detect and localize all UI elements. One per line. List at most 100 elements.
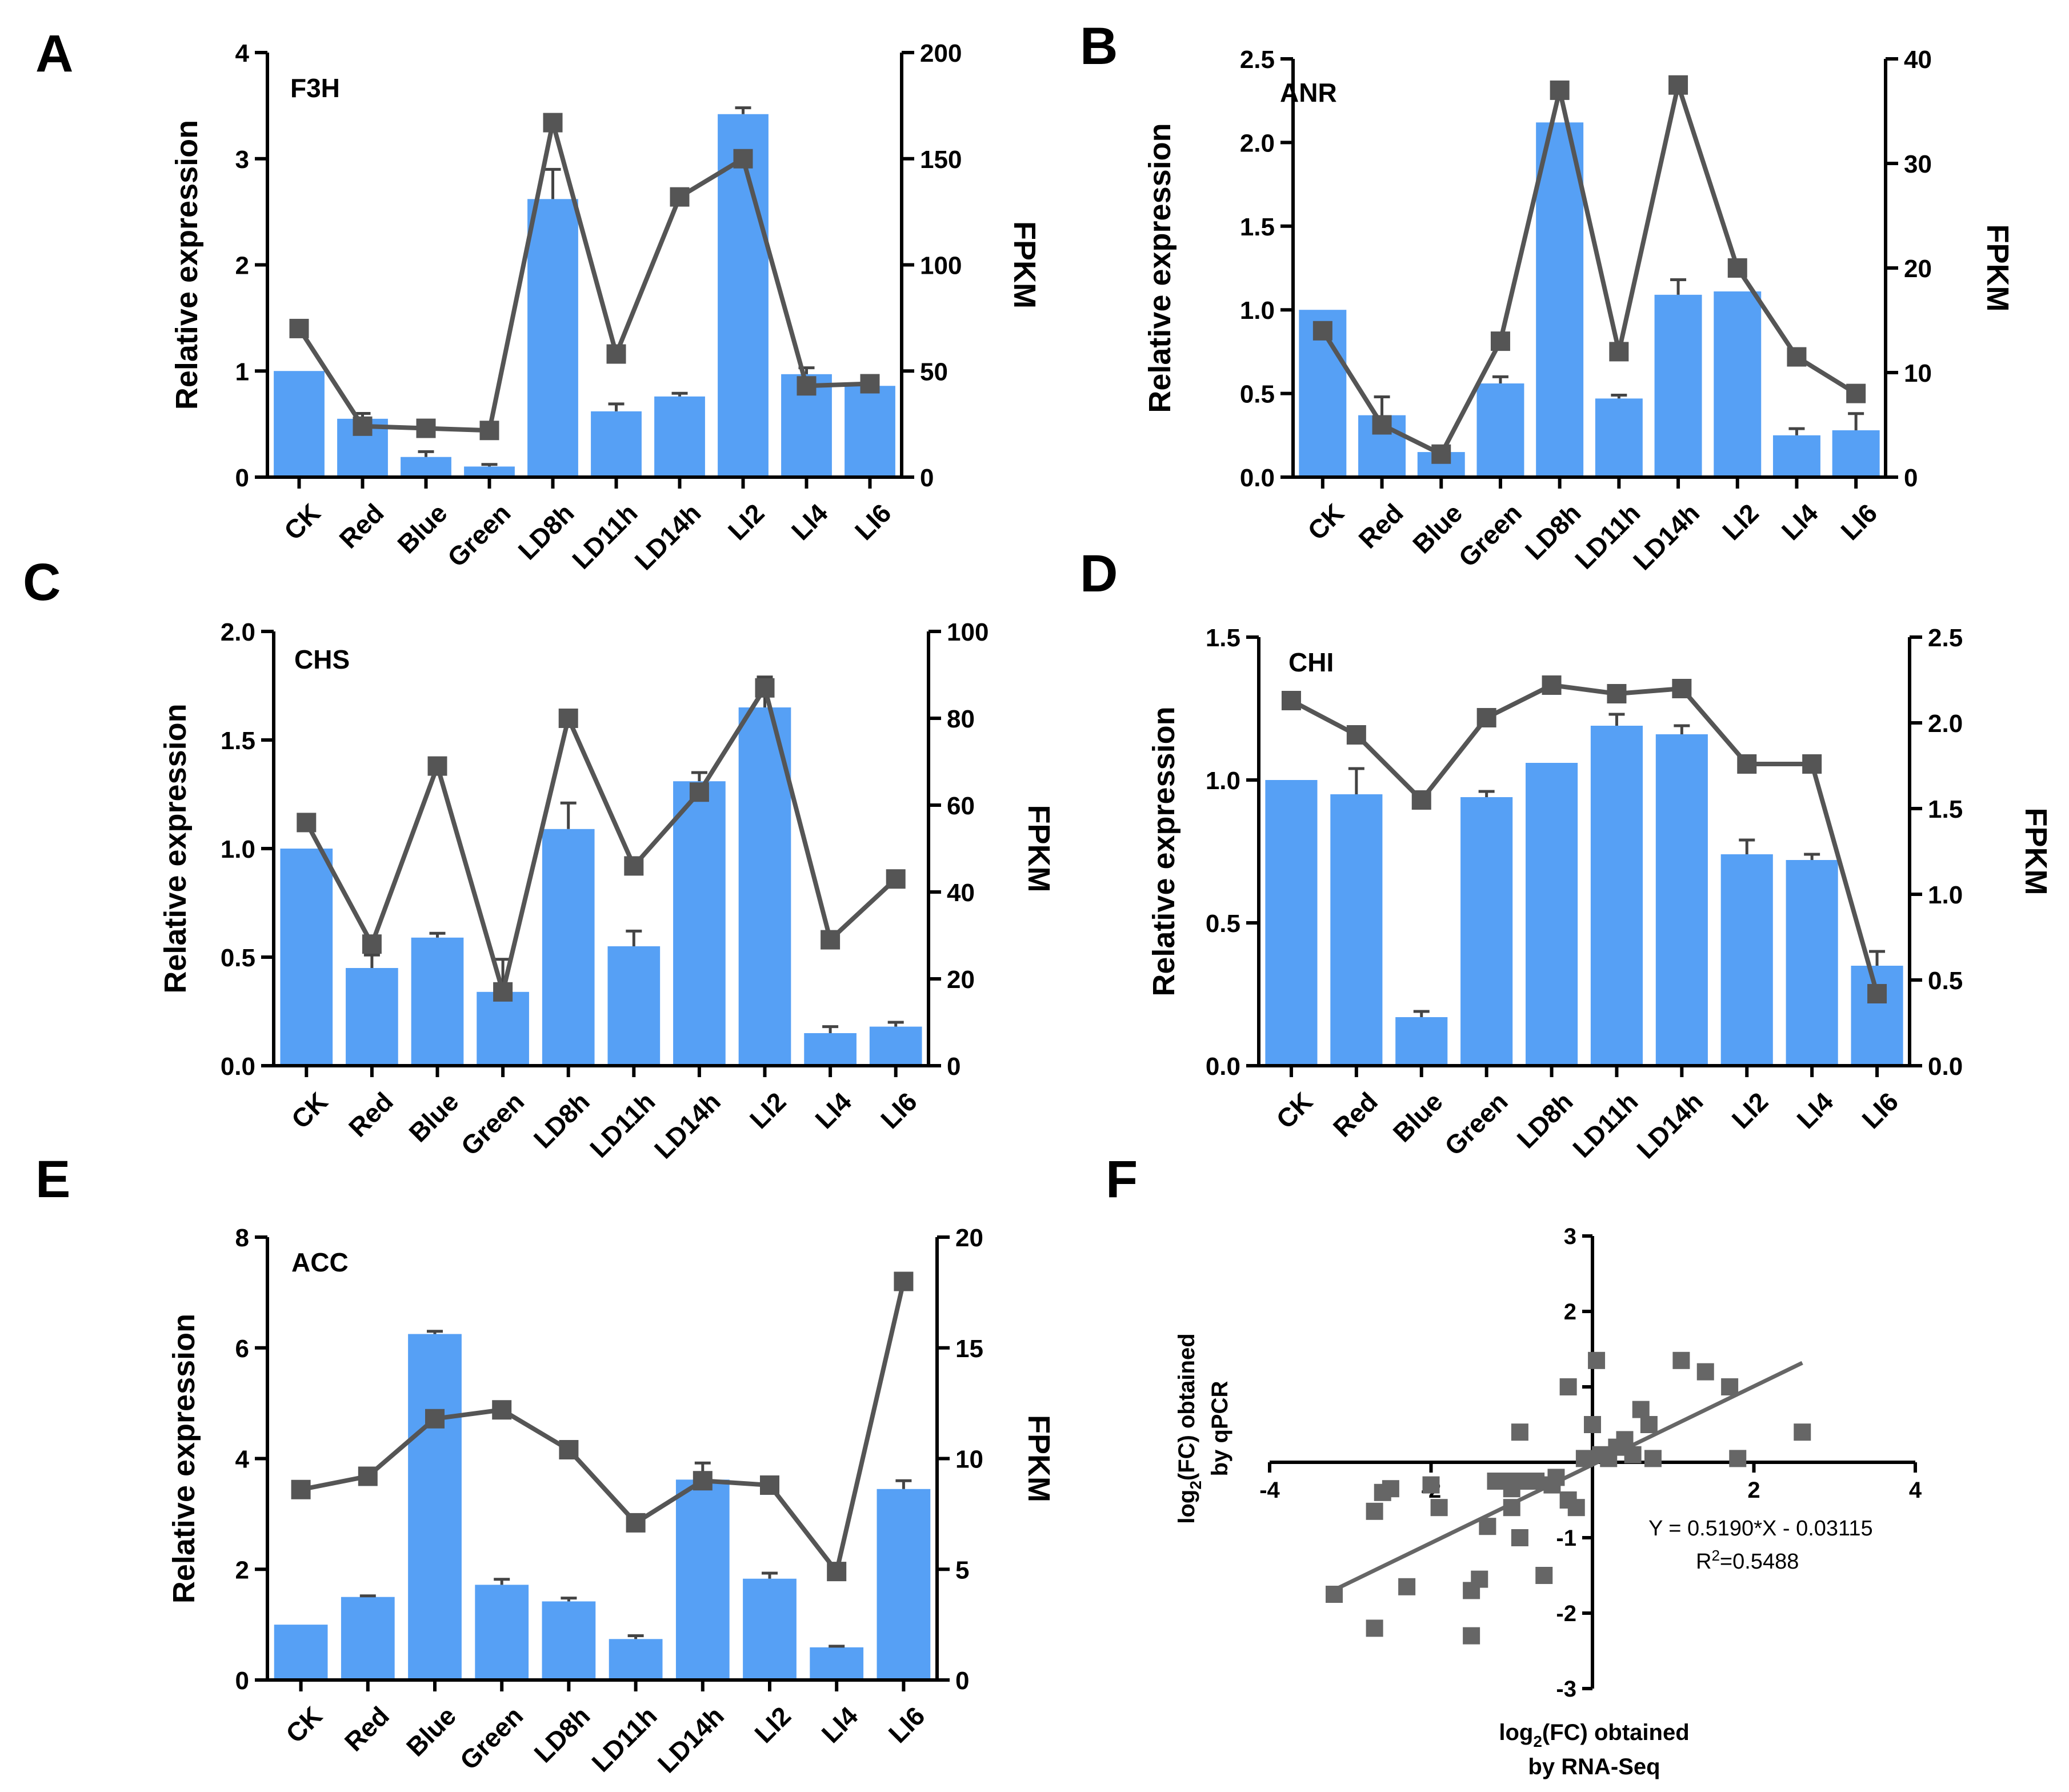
- scatter-point: [1422, 1476, 1440, 1494]
- bar: [1460, 797, 1513, 1066]
- fpkm-marker: [1787, 347, 1807, 367]
- bar: [675, 1479, 730, 1680]
- bar: [542, 1601, 596, 1680]
- right-tick-label: 2.0: [1928, 710, 1963, 738]
- fpkm-marker: [1346, 725, 1366, 745]
- scatter-point: [1366, 1619, 1383, 1637]
- bar: [1720, 854, 1773, 1066]
- fpkm-marker: [289, 318, 309, 338]
- right-tick-label: 50: [920, 358, 948, 386]
- scatter-point: [1535, 1567, 1553, 1584]
- fpkm-marker: [693, 1471, 713, 1491]
- bar: [475, 1585, 529, 1680]
- fpkm-line: [1290, 683, 1879, 995]
- right-tick-label: 0.0: [1928, 1053, 1963, 1081]
- f-y-tick-label: -1: [1556, 1526, 1576, 1551]
- r-squared-superscript: 2: [1711, 1547, 1719, 1564]
- fpkm-marker: [670, 187, 690, 207]
- y-axis-label: Relative expression: [170, 120, 204, 410]
- scatter-point: [1511, 1529, 1528, 1546]
- left-tick-label: 4: [235, 1446, 250, 1474]
- bar: [477, 991, 529, 1066]
- fpkm-marker: [1668, 75, 1688, 95]
- left-tick-label: 2: [235, 1556, 249, 1584]
- fpkm-marker: [606, 344, 626, 364]
- right-tick-label: 0.5: [1928, 967, 1963, 995]
- f-y-tick-label: -2: [1556, 1601, 1576, 1626]
- bar: [738, 707, 791, 1066]
- fpkm-line: [297, 120, 870, 433]
- bar: [810, 1647, 864, 1680]
- left-tick-label: 2.5: [1240, 46, 1275, 74]
- scatter-point: [1721, 1378, 1739, 1395]
- scatter-point: [1463, 1627, 1480, 1645]
- right-tick-label: 0: [1904, 464, 1918, 492]
- left-tick-label: 8: [235, 1224, 249, 1252]
- left-tick-label: 0: [235, 464, 249, 492]
- left-tick-label: 0: [235, 1667, 249, 1695]
- f-x-axis-label: log2(FC) obtained: [1499, 1720, 1689, 1750]
- fpkm-marker: [755, 678, 775, 698]
- fpkm-marker: [427, 756, 447, 776]
- fpkm-marker: [624, 856, 644, 876]
- fpkm-line: [300, 1281, 906, 1574]
- left-tick-label: 1.5: [1240, 213, 1275, 241]
- right-tick-label: 15: [955, 1335, 983, 1363]
- scatter-point: [1326, 1586, 1343, 1603]
- right-tick-label: 40: [1904, 46, 1932, 74]
- fpkm-marker: [689, 782, 709, 802]
- regression-line: [1333, 1361, 1803, 1592]
- left-tick-label: 0.0: [1206, 1053, 1240, 1081]
- bar: [804, 1033, 857, 1066]
- right-tick-label: 0: [955, 1667, 969, 1695]
- scatter-point: [1398, 1578, 1416, 1595]
- bar: [527, 199, 578, 477]
- fpkm-marker: [1490, 331, 1510, 351]
- right-tick-label: 20: [955, 1224, 983, 1252]
- bar: [1536, 122, 1584, 478]
- bar: [408, 1334, 462, 1680]
- right-tick-label: 1.5: [1928, 795, 1963, 823]
- left-tick-label: 2.0: [221, 618, 255, 646]
- scatter-point: [1624, 1446, 1642, 1463]
- f-y-axis-label-line2: by qPCR: [1207, 1381, 1232, 1477]
- f-y-axis-label: log2(FC) obtained: [1174, 1333, 1204, 1523]
- bar: [591, 411, 642, 477]
- bar: [1654, 294, 1702, 477]
- f-x-tick-label: 4: [1909, 1478, 1922, 1503]
- gene-title: ACC: [291, 1247, 349, 1277]
- scatter-point: [1527, 1473, 1545, 1490]
- panel-letter-d: D: [1080, 545, 1118, 603]
- scatter-point: [1632, 1401, 1650, 1418]
- scatter-point: [1794, 1423, 1811, 1441]
- gene-title: CHS: [294, 645, 350, 674]
- bar: [609, 1639, 663, 1680]
- fpkm-marker: [1727, 258, 1747, 278]
- f-y-label-rest: (FC) obtained: [1174, 1333, 1199, 1481]
- fpkm-marker: [297, 813, 317, 833]
- right-tick-label: 20: [947, 966, 975, 994]
- right-tick-label: 100: [920, 252, 962, 280]
- right-tick-label: 10: [955, 1446, 983, 1474]
- scatter-point: [1471, 1570, 1488, 1588]
- scatter-point: [1575, 1450, 1593, 1467]
- bar: [1395, 1017, 1448, 1066]
- panel-letter-f: F: [1106, 1150, 1138, 1209]
- fpkm-marker: [559, 1440, 579, 1459]
- f-x-tick-label: 2: [1747, 1478, 1760, 1503]
- right-tick-label: 30: [1904, 150, 1932, 178]
- bar: [274, 1625, 328, 1680]
- bar: [1655, 734, 1708, 1066]
- left-tick-label: 0.0: [1240, 464, 1275, 492]
- y-axis-label: Relative expression: [1143, 123, 1177, 413]
- f-x-label-subscript: 2: [1533, 1733, 1542, 1750]
- fpkm-marker: [543, 113, 563, 133]
- fpkm-marker: [1846, 383, 1866, 403]
- fpkm-marker: [1550, 80, 1570, 100]
- y-axis-label: Relative expression: [167, 1314, 201, 1603]
- right-tick-label: 60: [947, 792, 975, 820]
- right-tick-label: 1.0: [1928, 881, 1963, 909]
- bar: [743, 1578, 797, 1680]
- scatter-point: [1511, 1423, 1528, 1441]
- fpkm-marker: [894, 1271, 914, 1291]
